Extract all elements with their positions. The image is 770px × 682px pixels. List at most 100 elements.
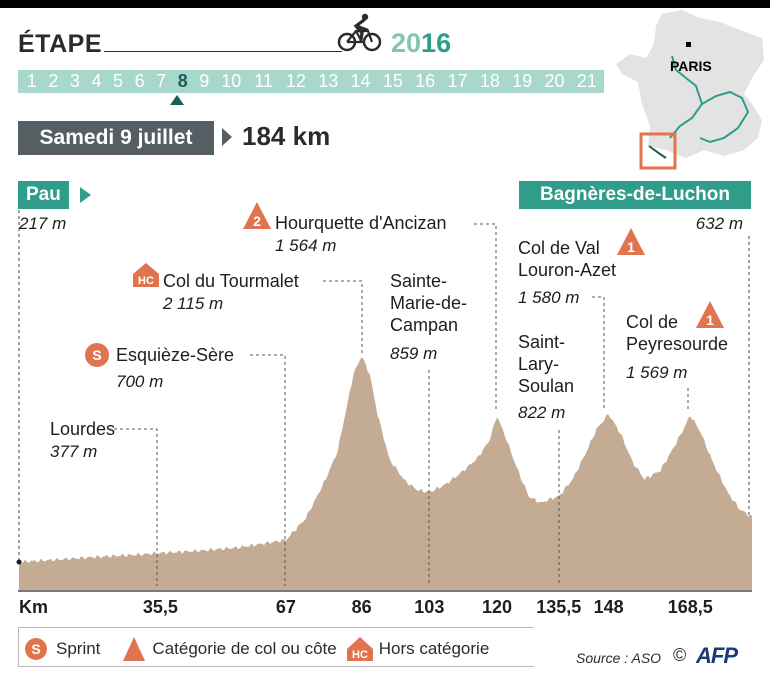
leader-line [474,223,497,410]
altitude-label: 700 m [116,372,163,391]
altitude-label: 632 m [696,214,743,233]
hc-badge-text: HC [138,275,154,287]
year-suffix: 16 [421,28,452,58]
top-bar [0,0,770,8]
stage-number: 11 [254,71,273,91]
leader-line [592,296,605,410]
stage-number: 9 [199,71,210,91]
start-label: Pau [18,181,69,209]
leader-line [323,280,363,356]
stage-number: 17 [447,71,468,91]
sprint-badge-icon [85,343,109,367]
paris-dot [686,42,691,47]
place-label: Col du Tourmalet [163,271,299,291]
stage-distance: 184 km [242,121,331,151]
year-label: 2016 [391,28,451,59]
place-label: Sainte- [390,271,447,291]
place-label: Campan [390,315,458,335]
france-map [616,10,764,170]
france-shape [616,10,764,158]
altitude-label: 1 580 m [518,288,579,307]
stage-number: 6 [134,71,145,91]
altitude-label: 822 m [518,403,565,422]
legend-hc: Hors catégorie [378,639,490,658]
stage-number: 2 [48,71,59,91]
start-arrow-icon [80,187,91,203]
finish-label: Bagnères-de-Luchon [519,181,751,209]
sprint-badge-text: S [92,347,101,363]
place-label: Lourdes [50,419,115,439]
stage-number: 14 [350,71,371,91]
leader-line [250,354,286,586]
category-badge-icon [123,637,146,661]
stage-highlight-box [639,132,677,170]
altitude-label: 2 115 m [162,294,223,313]
hc-badge-text: HC [352,649,368,661]
afp-logo: AFP [696,643,738,668]
cyclist-icon [337,13,382,52]
x-tick-label: 135,5 [536,597,581,617]
altitude-label: 859 m [390,344,437,363]
altitude-label: 377 m [50,442,97,461]
start-dot [16,559,22,565]
stage-number: 13 [318,71,339,91]
date-box: Samedi 9 juillet [18,121,214,155]
stage-number: 21 [576,71,597,91]
elevation-profile [19,357,752,590]
x-tick-label: 168,5 [668,597,713,617]
x-tick-label: 120 [482,597,512,617]
stage-number: 5 [113,71,124,91]
stage-number: 15 [382,71,403,91]
legend-rule-bottom [18,666,534,667]
x-tick-label: 86 [352,597,372,617]
stage-number: 19 [512,71,533,91]
place-label: Col de [626,312,678,332]
title-rule [104,51,342,52]
category-badge-icon [696,301,724,328]
category-badge-icon [243,202,271,229]
date-arrow-icon [222,128,232,146]
x-axis-title: Km [19,597,48,617]
place-label: Col de Val [518,238,600,258]
place-label: Marie-de- [390,293,467,313]
source-credit: Source : ASO [576,650,662,666]
stage-number: 12 [285,71,306,91]
sprint-badge-text: S [31,641,40,657]
legend-rule-left [18,627,19,667]
stage-number: 1 [26,71,37,91]
place-label: Peyresourde [626,334,728,354]
category-badge-text: 2 [253,213,261,229]
stage-number: 8 [177,71,188,91]
category-badge-text: 1 [627,239,635,255]
legend-sprint: Sprint [56,639,101,658]
map-city-label: PARIS [670,58,712,74]
altitude-label: 1 569 m [626,363,687,382]
place-label: Esquièze-Sère [116,345,234,365]
legend: S Sprint Catégorie de col ou côte HC Hor… [18,635,534,663]
legend-rule-top [18,627,534,628]
stage-number: 10 [221,71,242,91]
stage-number: 18 [479,71,500,91]
place-label: Saint- [518,332,565,352]
x-tick-label: 67 [276,597,296,617]
leader-line [108,428,158,586]
stage-route-segment [648,145,667,159]
stage-number: 20 [544,71,565,91]
category-badge-icon [617,228,645,255]
stage-number: 4 [91,71,102,91]
copyright-symbol: © [673,645,687,665]
year-prefix: 20 [391,28,422,58]
altitude-label: 1 564 m [275,236,336,255]
altitude-label: 217 m [18,214,66,233]
legend-category: Catégorie de col ou côte [152,639,337,658]
x-tick-label: 148 [594,597,624,617]
stage-number: 7 [156,71,167,91]
category-badge-text: 1 [706,312,714,328]
route-line [669,55,750,144]
hc-badge-icon: HC [346,637,373,661]
active-stage-marker [170,95,184,105]
place-label: Soulan [518,376,574,396]
page-title: ÉTAPE [18,30,102,58]
place-label: Lary- [518,354,559,374]
